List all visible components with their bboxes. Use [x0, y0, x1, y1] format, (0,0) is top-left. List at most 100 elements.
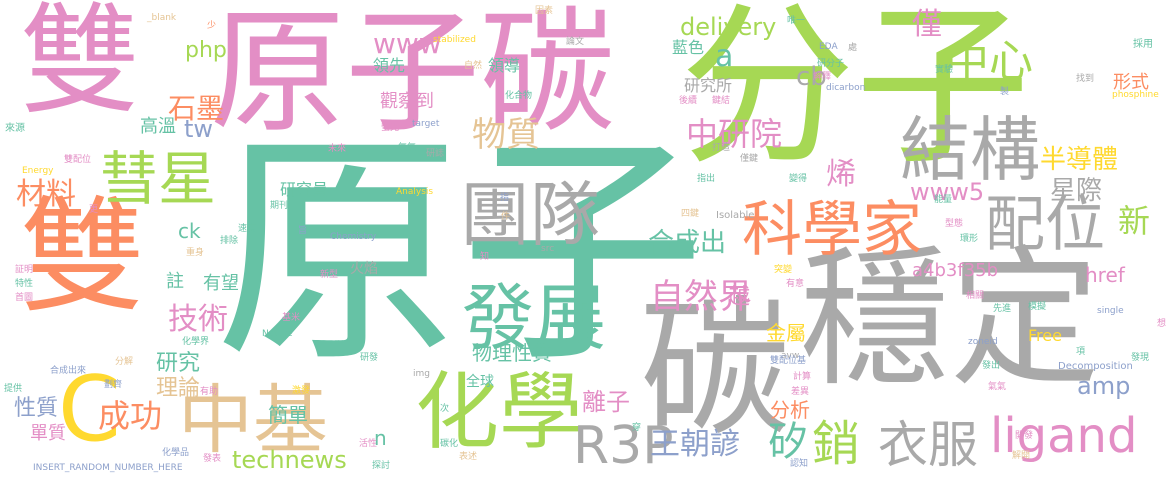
word: 全球 [466, 374, 494, 390]
word: 項 [1076, 347, 1086, 357]
word: 形式 [1113, 72, 1149, 93]
word: 環形 [960, 234, 979, 244]
word: 火焰 [350, 261, 378, 277]
word: 穿 [632, 423, 642, 433]
word: 探討 [372, 461, 391, 471]
word: 打造 [712, 143, 731, 153]
word: 僅 [912, 7, 942, 42]
word: 更 [89, 205, 99, 215]
word: Energy [22, 166, 54, 176]
word: 發現 [1131, 353, 1150, 363]
word: 自然界 [650, 277, 752, 317]
word: technews [232, 446, 347, 474]
word: 突變 [774, 265, 793, 275]
word: 中基 [178, 376, 329, 464]
word: 重身 [186, 248, 205, 258]
word: 結構 [900, 109, 1040, 191]
word: 有助 [200, 387, 219, 397]
word: stabilized [433, 35, 476, 45]
word: zoneid [968, 337, 998, 347]
word: 鍵結 [712, 96, 731, 106]
word: target [412, 119, 440, 129]
word: 變得 [789, 174, 808, 184]
word: 提供 [4, 384, 23, 394]
word: 碳 [640, 283, 791, 457]
word: 有望 [203, 273, 239, 294]
word: 想 [1157, 319, 1167, 329]
word: 僅鍵 [740, 154, 759, 164]
word: 模擬 [1028, 302, 1047, 312]
word: 原子 [215, 110, 705, 395]
word: 化學 [415, 363, 584, 461]
word: 研究員 [280, 180, 329, 199]
word: 發表 [203, 454, 222, 464]
word: 單質 [30, 423, 66, 444]
word: C [58, 357, 121, 462]
word: 發出 [982, 361, 1001, 371]
word: 石墨 [168, 92, 225, 125]
word: 計算 [793, 372, 812, 382]
word: 証明 [15, 265, 34, 275]
word: 有意 [786, 279, 805, 289]
word: 速度 [238, 224, 257, 234]
word: 劃齊 [104, 380, 123, 390]
word: 中心 [945, 36, 1033, 87]
word: 來源 [5, 123, 25, 134]
word: 簡單 [268, 403, 308, 427]
word: 件 [501, 212, 511, 222]
word: ck [178, 219, 201, 243]
word: 因素 [535, 6, 554, 16]
word: 自然 [464, 61, 483, 71]
word: 基米 [282, 313, 301, 323]
word: avw [781, 351, 800, 361]
word: www [373, 27, 442, 60]
word: 衣服 [878, 416, 978, 474]
word: Chemistry [330, 232, 377, 242]
word: 雙配位 [64, 155, 92, 165]
word: 次 [440, 404, 450, 414]
word: a [715, 39, 734, 74]
word: 穩定 [800, 233, 1101, 407]
word: 中研院 [686, 115, 783, 153]
word: 論文 [566, 37, 585, 47]
word: 少 [207, 21, 217, 31]
word: href [1085, 263, 1125, 287]
word: 化學品 [162, 448, 190, 458]
word: amp [1077, 372, 1131, 400]
word: 激發 [292, 386, 311, 396]
word: 註 [166, 271, 184, 292]
word: 能量 [934, 195, 953, 205]
word: 領導 [488, 56, 521, 75]
word: 材料 [16, 177, 76, 212]
word: delivery [680, 13, 777, 41]
word: 化學界 [182, 337, 210, 347]
word: 實驗 [935, 65, 954, 75]
word: 彗星 [100, 145, 217, 213]
word: 指 [500, 193, 510, 203]
word: 解釋 [813, 72, 832, 82]
word: src [541, 244, 555, 254]
word: 金屬 [766, 321, 806, 345]
word: Decomposition [1058, 361, 1133, 372]
word: 四鍵 [681, 209, 700, 219]
word: 研誌 [426, 149, 445, 159]
word: 高溫 [140, 116, 176, 137]
word: 先進 [993, 304, 1012, 314]
word: 銷 [812, 416, 861, 472]
word: php [185, 38, 227, 63]
word: 發展 [462, 276, 607, 360]
word: Analysis [396, 187, 434, 197]
word: 知 [480, 252, 490, 262]
word: tw [184, 115, 214, 143]
word: 處 [848, 43, 858, 53]
word: 領先 [373, 56, 406, 75]
word: 採用 [1133, 39, 1153, 50]
word: dicarbon [826, 83, 866, 93]
word: 性質 [14, 396, 59, 421]
word: 矽 [768, 419, 808, 465]
word: 螢光 [381, 123, 400, 133]
word: 開發 [1015, 431, 1034, 441]
word: 製 [1000, 87, 1010, 97]
word: 碳化 [440, 439, 459, 449]
